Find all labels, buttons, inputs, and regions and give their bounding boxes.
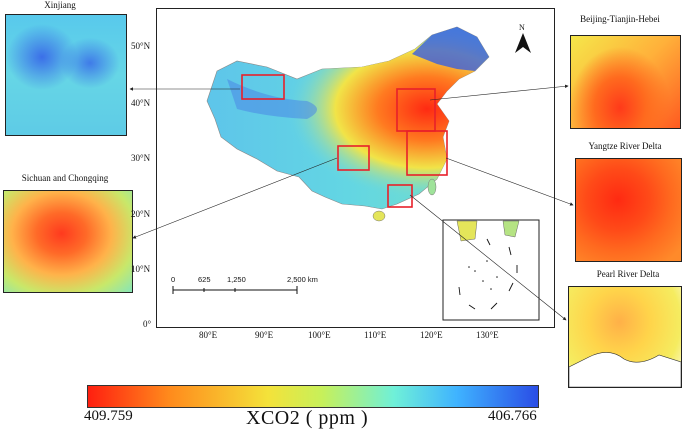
highlight-box-sichuan-chongqing [337, 145, 370, 171]
taiwan-island [427, 178, 437, 196]
inset-title-sichuan-chongqing: Sichuan and Chongqing [21, 173, 109, 183]
highlight-box-yangtze-river-delta [406, 130, 448, 176]
lon-tick-100: 100°E [308, 330, 331, 340]
scale-bar [172, 286, 298, 294]
scale-label-625: 625 [198, 275, 211, 284]
lat-tick-30: 30°N [131, 153, 151, 163]
lat-tick-10: 10°N [131, 264, 151, 274]
lat-tick-40: 40°N [131, 98, 151, 108]
colorbar-min-label: 409.759 [84, 408, 133, 424]
south-china-sea-inset [442, 219, 540, 321]
inset-map-sichuan-chongqing [3, 190, 133, 293]
nine-dash-line [458, 238, 518, 310]
colorbar-title: XCO2 ( ppm ) [246, 407, 369, 429]
highlight-box-xinjiang [241, 74, 285, 100]
lon-tick-120: 120°E [420, 330, 443, 340]
inset-title-yangtze-river-delta: Yangtze River Delta [588, 141, 662, 151]
inset-map-xinjiang [5, 14, 127, 136]
main-map: N 0 625 1,250 2,500 km [156, 8, 555, 328]
inset-title-beijing-tianjin-hebei: Beijing-Tianjin-Hebei [580, 14, 660, 24]
north-arrow-icon [515, 33, 531, 53]
north-arrow-label: N [519, 23, 525, 32]
scale-label-1250: 1,250 [227, 275, 246, 284]
lon-tick-110: 110°E [364, 330, 387, 340]
inset-title-xinjiang: Xinjiang [44, 0, 76, 10]
inset-map-pearl-river-delta [568, 286, 682, 388]
lat-tick-20: 20°N [131, 209, 151, 219]
colorbar-max-label: 406.766 [488, 408, 537, 424]
lon-tick-130: 130°E [476, 330, 499, 340]
lat-tick-0: 0° [143, 319, 152, 329]
lon-tick-90: 90°E [255, 330, 274, 340]
highlight-box-pearl-river-delta [387, 184, 413, 208]
inset-map-beijing-tianjin-hebei [570, 35, 681, 129]
lon-tick-80: 80°E [199, 330, 218, 340]
inset-title-pearl-river-delta: Pearl River Delta [596, 269, 660, 279]
scale-label-2500: 2,500 km [287, 275, 318, 284]
inset-map-yangtze-river-delta [575, 158, 682, 262]
hainan-island [372, 210, 386, 222]
scale-label-0: 0 [171, 275, 176, 284]
lat-tick-50: 50°N [131, 41, 151, 51]
colorbar [87, 385, 539, 408]
